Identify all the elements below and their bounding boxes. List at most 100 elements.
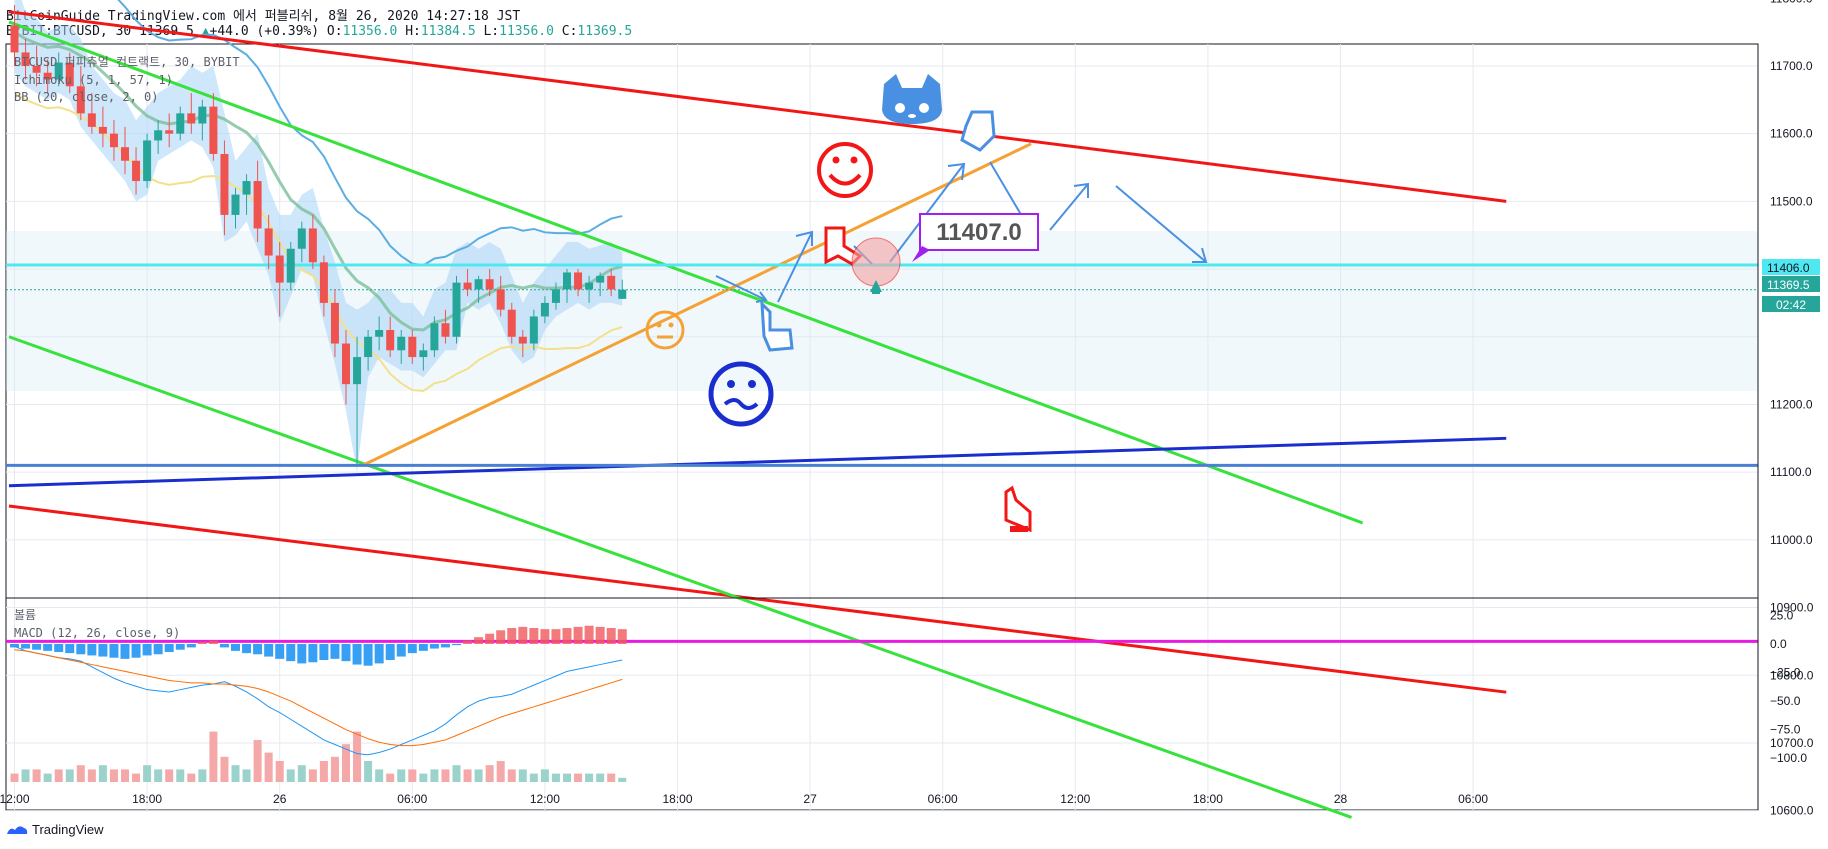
candle-body	[165, 130, 174, 134]
candle-body	[132, 160, 141, 182]
high-value: 11384.5	[420, 24, 476, 39]
volume-bar	[209, 731, 218, 782]
macd-tick-label: 0.0	[1770, 637, 1787, 651]
candle-body	[463, 282, 472, 290]
candle-body	[176, 113, 185, 134]
line-price-value: 11406.0	[1767, 261, 1810, 275]
price-tick-label: 11000.0	[1770, 533, 1813, 547]
volume-bar	[264, 752, 273, 782]
up-arrow-icon: ▲	[201, 24, 210, 39]
volume-bar	[596, 773, 605, 782]
volume-legend[interactable]: 볼륨	[14, 608, 36, 622]
candle-body	[43, 72, 52, 80]
candle-body	[507, 309, 516, 337]
macd-histogram-bar	[142, 644, 152, 656]
macd-histogram-bar	[573, 626, 583, 644]
macd-histogram-bar	[363, 644, 373, 666]
volume-bar	[441, 769, 450, 782]
macd-histogram-bar	[286, 644, 296, 662]
pointing-hand-blue-top-icon	[960, 110, 996, 152]
macd-histogram-bar	[253, 644, 263, 655]
macd-histogram-bar	[98, 644, 108, 657]
cloud-area	[14, 0, 623, 473]
candle-body	[408, 336, 417, 358]
volume-bar	[507, 769, 516, 782]
macd-histogram-bar	[131, 644, 141, 658]
time-tick-label: 12:00	[1060, 792, 1090, 806]
volume-bar	[132, 773, 141, 782]
macd-histogram-bar	[43, 644, 53, 651]
time-tick-label: 26	[273, 792, 287, 806]
volume-bar	[386, 773, 395, 782]
time-tick-label: 18:00	[1193, 792, 1223, 806]
time-tick-label: 12:00	[0, 792, 30, 806]
macd-legend[interactable]: MACD (12, 26, close, 9)	[14, 626, 180, 640]
footer-brand[interactable]: TradingView	[6, 822, 104, 837]
candle-body	[353, 357, 362, 385]
volume-bar	[330, 756, 339, 782]
macd-histogram-bar	[551, 629, 561, 644]
candle-body	[518, 336, 527, 344]
candle-body	[474, 279, 483, 290]
bb-legend[interactable]: BB (20, close, 2, 0)	[14, 90, 159, 104]
time-tick-label: 06:00	[928, 792, 958, 806]
price-tick-label: 11200.0	[1770, 397, 1813, 411]
candle-body	[253, 181, 262, 229]
macd-axis[interactable]: 25.0 0.0 −25.0 −50.0 −75.0 −100.0	[1770, 608, 1807, 765]
main-legend[interactable]: BTCUSD 퍼피츄얼 컨트랙트, 30, BYBIT	[14, 55, 240, 69]
macd-histogram-bar	[562, 628, 572, 644]
volume-bars	[10, 731, 627, 782]
candle-body	[87, 113, 96, 127]
volume-bar	[319, 761, 328, 782]
confused-face-blue-icon	[708, 361, 774, 427]
volume-bar	[275, 761, 284, 782]
macd-histogram-bar	[440, 644, 450, 648]
macd-histogram-bar	[418, 644, 428, 651]
macd-histogram-bar	[463, 640, 473, 644]
volume-bar	[297, 765, 306, 782]
macd-tick-label: −75.0	[1770, 723, 1801, 737]
candle-body	[342, 343, 350, 385]
price-axis[interactable]: 11900.011800.011700.011600.011500.011200…	[1770, 0, 1814, 818]
price-annotation[interactable]: 11407.0	[912, 213, 1039, 262]
volume-bar	[551, 773, 560, 782]
candle-body	[386, 329, 395, 351]
volume-bar	[176, 769, 185, 782]
chart-canvas[interactable]: 11900.011800.011700.011600.011500.011200…	[0, 0, 1828, 820]
volume-bar	[109, 769, 118, 782]
macd-histogram-bar	[452, 644, 461, 646]
candle-body	[154, 130, 163, 141]
candle-body	[21, 52, 30, 66]
macd-tick-label: −100.0	[1770, 751, 1807, 765]
price-tick-label: 11600.0	[1770, 127, 1813, 141]
volume-bar	[518, 769, 527, 782]
price-tick-label: 11800.0	[1770, 0, 1813, 5]
macd-histogram-bar	[120, 644, 130, 659]
time-axis[interactable]: 12:00 18:00 26 06:00 12:00 18:00 27 06:00 12:00 1…	[0, 792, 1488, 806]
time-tick-label: 18:00	[662, 792, 692, 806]
volume-bar	[231, 765, 240, 782]
candle-body	[275, 255, 284, 283]
volume-bar	[474, 769, 483, 782]
price-tick-label: 10900.0	[1770, 601, 1814, 615]
baseline-line	[13, 30, 623, 332]
macd-histogram-bar	[76, 644, 86, 655]
macd-histogram-bar	[308, 644, 318, 663]
volume-bar	[98, 765, 107, 782]
last-price-value: 11369.5	[1767, 278, 1810, 292]
macd-histogram-bar	[606, 628, 616, 644]
volume-bar	[43, 773, 52, 782]
candle-body	[297, 228, 306, 249]
macd-histogram-bar	[429, 644, 439, 649]
pointing-hand-blue-icon	[760, 300, 794, 352]
ichimoku-legend[interactable]: Ichimoku (5, 1, 57, 1)	[14, 73, 173, 87]
candle-body	[242, 181, 251, 195]
macd-histogram-bar	[529, 628, 539, 644]
volume-bar	[54, 769, 63, 782]
macd-histogram-bar	[474, 637, 484, 644]
volume-bar	[529, 773, 538, 782]
volume-bar	[308, 769, 317, 782]
trend-line-green	[8, 20, 1364, 525]
trend-line-green	[8, 335, 1353, 819]
macd-histogram-bar	[219, 644, 229, 648]
